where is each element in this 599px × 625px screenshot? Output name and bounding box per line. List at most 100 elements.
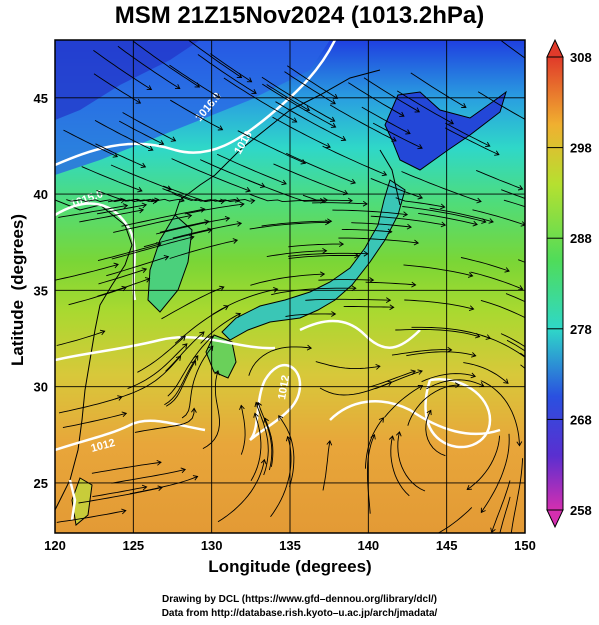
- streamline-arrow: [182, 343, 188, 349]
- streamline: [58, 204, 128, 218]
- streamline: [410, 72, 467, 108]
- streamline-arrow: [191, 407, 197, 413]
- streamline: [366, 434, 375, 514]
- contour-label-1012-b: 1012: [276, 374, 292, 400]
- streamline: [481, 334, 525, 358]
- y-tick-label: 45: [34, 91, 48, 106]
- streamline-arrow: [417, 369, 423, 375]
- streamline-arrow: [158, 139, 165, 146]
- streamline-arrow: [251, 88, 257, 94]
- colorbar-tick-label: 268: [570, 412, 592, 427]
- streamline: [372, 122, 423, 149]
- streamline-arrow: [163, 254, 170, 261]
- streamline-arrow: [389, 304, 395, 311]
- streamline-arrow: [330, 122, 337, 128]
- streamline-arrow: [480, 507, 486, 514]
- streamline: [217, 459, 265, 523]
- streamline-arrow: [217, 125, 224, 131]
- streamline: [137, 335, 186, 373]
- x-tick-label: 150: [514, 538, 536, 553]
- streamline: [480, 380, 520, 446]
- streamline: [363, 77, 420, 113]
- streamline: [391, 349, 452, 356]
- streamline-arrow: [385, 297, 392, 303]
- streamline-arrow: [232, 238, 239, 244]
- streamline-arrow: [411, 281, 417, 288]
- streamline-arrow: [440, 221, 447, 228]
- streamline-arrow: [332, 93, 339, 99]
- map-title: MSM 21Z15Nov2024 (1013.2hPa): [114, 2, 485, 29]
- streamline-arrow: [322, 248, 328, 254]
- streamline: [322, 145, 387, 176]
- colorbar-tick-label: 308: [570, 50, 592, 65]
- streamline-arrow: [517, 185, 524, 191]
- streamline-arrow: [485, 334, 492, 340]
- streamline: [165, 331, 205, 372]
- streamline: [480, 299, 525, 319]
- streamline: [249, 221, 330, 230]
- streamline: [200, 159, 265, 188]
- streamline-arrow: [235, 312, 242, 318]
- streamline: [275, 101, 346, 141]
- streamline: [255, 402, 269, 476]
- streamline-arrow: [542, 359, 547, 364]
- credit-data: Data from http://database.rish.kyoto–u.a…: [161, 608, 438, 619]
- streamline: [94, 120, 153, 151]
- streamline: [403, 264, 473, 277]
- streamline-arrow: [254, 401, 260, 408]
- streamline-arrow: [189, 234, 195, 241]
- streamline-arrow: [417, 194, 424, 200]
- streamline-arrow: [300, 159, 307, 165]
- streamline-arrow: [281, 179, 287, 186]
- streamline: [418, 212, 478, 226]
- streamline-arrow: [347, 197, 353, 204]
- streamline: [332, 209, 408, 216]
- streamline: [240, 405, 246, 455]
- streamline-arrow: [236, 73, 243, 78]
- streamline-arrow: [331, 311, 337, 317]
- streamline-arrow: [192, 475, 199, 481]
- y-tick-label: 30: [34, 380, 48, 395]
- streamline: [406, 351, 476, 357]
- x-axis-ticks: 120 125 130 135 140 145 150: [44, 538, 536, 553]
- streamline-arrow: [245, 187, 251, 193]
- x-tick-label: 125: [122, 538, 144, 553]
- x-axis-label: Longitude (degrees): [208, 557, 372, 576]
- streamline: [510, 458, 524, 533]
- streamline: [329, 104, 397, 142]
- streamline-arrow: [354, 252, 360, 259]
- streamline-arrow: [112, 152, 119, 158]
- streamline: [66, 199, 125, 202]
- streamline: [476, 169, 523, 190]
- streamline-arrow: [448, 119, 455, 125]
- streamline: [143, 229, 212, 248]
- streamline: [95, 143, 146, 168]
- streamline-arrow: [200, 206, 206, 213]
- x-tick-label: 145: [436, 538, 458, 553]
- streamline: [261, 220, 332, 227]
- streamline: [271, 287, 356, 296]
- streamline-arrow: [239, 404, 245, 410]
- streamline-arrow: [351, 285, 357, 292]
- streamline-arrow: [154, 197, 160, 204]
- streamline-arrow: [121, 285, 127, 292]
- streamline: [56, 510, 126, 523]
- streamline: [250, 273, 325, 286]
- streamline: [97, 243, 161, 262]
- streamline: [411, 326, 491, 339]
- streamline-arrow: [278, 415, 284, 421]
- streamline: [288, 243, 344, 248]
- streamline-arrow: [517, 285, 524, 291]
- streamline: [127, 343, 188, 390]
- streamline-arrow: [417, 537, 421, 542]
- streamline-arrow: [144, 277, 151, 283]
- streamline: [365, 281, 416, 286]
- streamline: [188, 40, 242, 78]
- colorbar-body: [546, 56, 564, 511]
- streamline-arrow: [417, 143, 423, 150]
- colorbar-tick-label: 298: [570, 141, 592, 156]
- streamline: [202, 370, 220, 449]
- y-tick-label: 25: [34, 476, 48, 491]
- y-tick-label: 40: [34, 187, 48, 202]
- streamline: [312, 202, 368, 205]
